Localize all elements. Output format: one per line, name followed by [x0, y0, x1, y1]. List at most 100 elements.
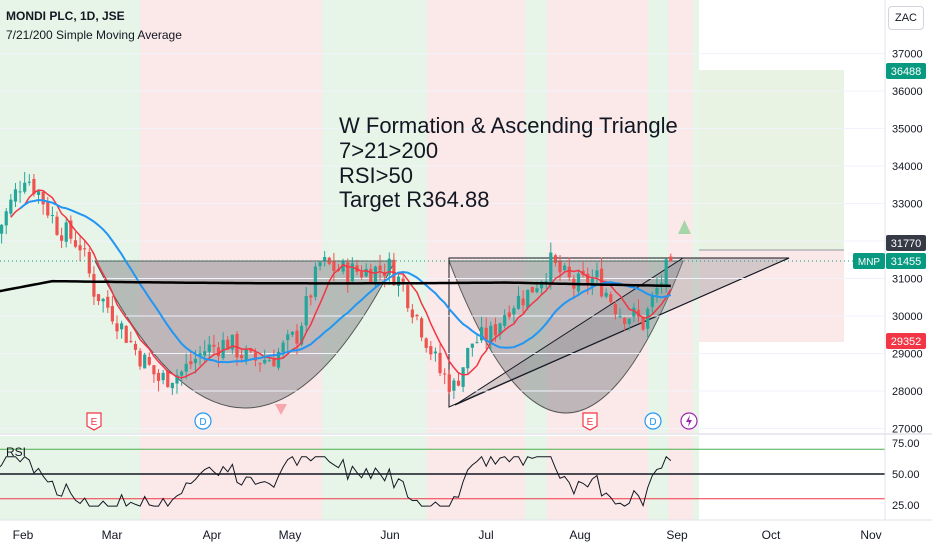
candle-body: [110, 306, 114, 322]
candle-body: [249, 348, 253, 352]
candle-body: [115, 323, 119, 332]
event-label: D: [199, 417, 206, 428]
candle-body: [230, 334, 234, 350]
candle-body: [87, 252, 91, 274]
candle-body: [221, 339, 225, 359]
candle-body: [659, 282, 664, 286]
dividend-icon: [194, 412, 212, 430]
candle-body: [290, 331, 294, 335]
event-marker: D: [194, 412, 212, 430]
candle-body: [590, 278, 594, 287]
candle-body: [318, 262, 322, 267]
candle-body: [373, 266, 378, 285]
candle-body: [576, 273, 581, 292]
candle-body: [304, 296, 308, 326]
candle-body: [567, 266, 571, 278]
candle-body: [558, 261, 562, 273]
bg-region-price: [648, 0, 668, 433]
candle-body: [586, 273, 590, 286]
candle-body: [106, 296, 110, 308]
month-label: Nov: [860, 528, 881, 542]
candle-body: [364, 268, 368, 277]
candlestick-series: [0, 171, 673, 399]
earnings-icon: [582, 412, 598, 431]
candle-body: [286, 334, 290, 341]
candle-body: [152, 365, 156, 375]
price-label-box: [886, 235, 926, 251]
price-label-value: 36488: [891, 66, 922, 78]
rsi-line: [0, 455, 672, 508]
candle-body: [272, 359, 276, 367]
candle-body: [632, 307, 636, 317]
bg-region-price: [693, 0, 699, 433]
candle-body: [124, 325, 128, 343]
candle-body: [433, 351, 438, 354]
indicator-title: 7/21/200 Simple Moving Average: [6, 28, 182, 42]
candle-body: [313, 266, 318, 297]
candle-body: [406, 285, 410, 309]
bg-region-price: [668, 0, 693, 433]
price-tick-label: 31000: [892, 274, 923, 286]
month-label: Aug: [569, 528, 590, 542]
bg-region-price: [322, 0, 427, 433]
earnings-icon: [86, 412, 102, 431]
event-label: E: [91, 417, 98, 428]
bg-region-rsi: [693, 436, 699, 520]
rsi-tick-label: 50.00: [892, 469, 920, 481]
candle-body: [641, 316, 645, 330]
time-axis: Feb Mar Apr May Jun Jul Aug Sep Oct Nov: [0, 519, 932, 542]
candle-body: [604, 292, 608, 297]
candle-body: [156, 372, 161, 381]
candle-body: [387, 258, 391, 275]
bg-region-rsi: [322, 436, 427, 520]
candle-body: [618, 316, 622, 318]
candle-body: [452, 380, 456, 391]
candle-body: [267, 360, 271, 362]
candle-body: [175, 375, 179, 384]
candle-body: [189, 361, 193, 365]
price-tick-label: 34000: [892, 161, 923, 173]
month-label: Jul: [478, 528, 493, 542]
candle-body: [410, 309, 414, 318]
candle-body: [69, 220, 73, 239]
lightning-bolt: [686, 415, 692, 427]
candle-body: [253, 352, 258, 361]
price-tick-label: 37000: [892, 49, 923, 61]
candle-body: [295, 330, 299, 344]
candle-body: [475, 342, 479, 344]
candle-body: [650, 295, 654, 307]
candle-body: [479, 327, 484, 341]
candle-body: [544, 280, 548, 282]
candle-body: [498, 323, 502, 335]
candle-body: [23, 182, 27, 192]
split-event-marker: [680, 412, 698, 430]
candle-body: [4, 211, 8, 226]
event-marker: E: [86, 412, 102, 431]
candle-body: [470, 343, 474, 348]
candle-body: [180, 371, 184, 376]
month-label: Jun: [380, 528, 399, 542]
candle-body: [226, 339, 230, 350]
candle-body: [332, 261, 336, 271]
price-tick-label: 30000: [892, 311, 923, 323]
candle-body: [655, 287, 659, 295]
event-label: D: [649, 417, 656, 428]
candle-body: [507, 312, 511, 317]
candle-body: [73, 240, 78, 247]
currency-button[interactable]: ZAC: [888, 6, 924, 30]
candle-body: [281, 342, 285, 352]
candle-body: [526, 289, 530, 309]
rsi-axis: 75.00 50.00 25.00: [892, 438, 920, 512]
rsi-label: RSI: [6, 445, 26, 459]
price-tick-label: 35000: [892, 124, 923, 136]
price-tick-label: 36000: [892, 86, 923, 98]
candle-body: [147, 356, 151, 365]
candle-body: [323, 257, 327, 261]
symbol-tag: MNP: [858, 257, 881, 268]
event-marker: E: [582, 412, 598, 431]
candle-body: [92, 274, 96, 297]
candle-body: [64, 222, 68, 242]
candle-body: [664, 259, 668, 286]
candle-body: [212, 344, 216, 347]
candle-body: [521, 298, 525, 306]
